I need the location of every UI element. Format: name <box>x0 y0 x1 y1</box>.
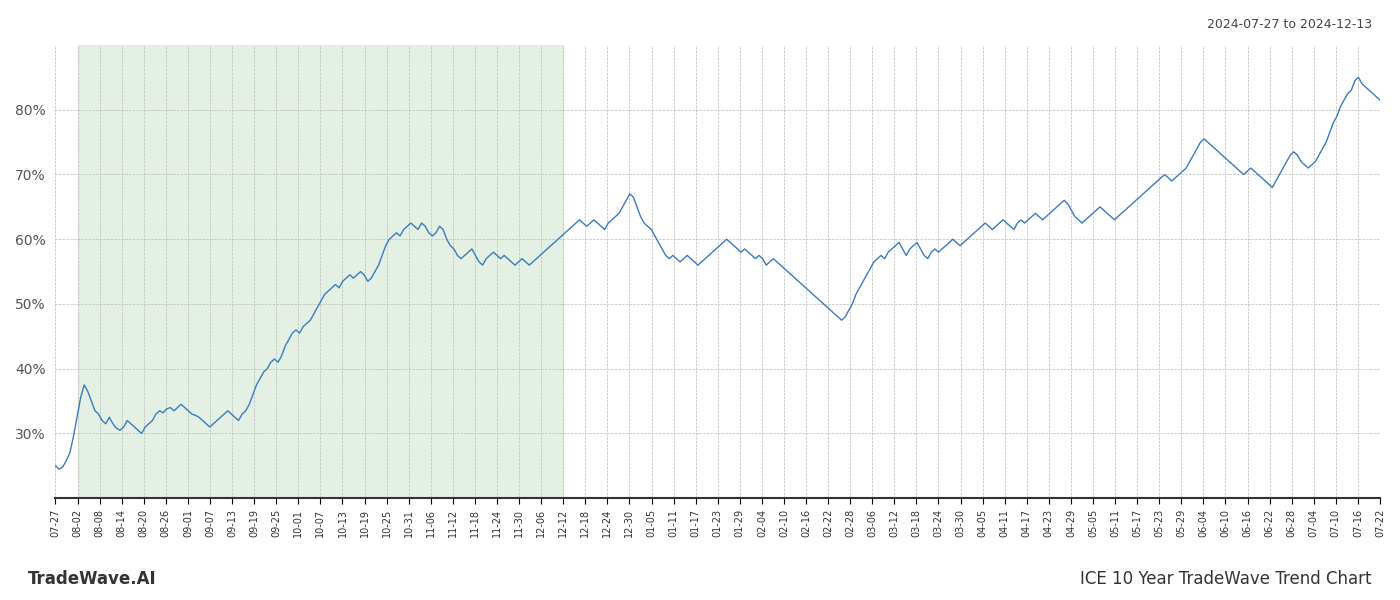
Text: 2024-07-27 to 2024-12-13: 2024-07-27 to 2024-12-13 <box>1207 18 1372 31</box>
Text: TradeWave.AI: TradeWave.AI <box>28 570 157 588</box>
Text: ICE 10 Year TradeWave Trend Chart: ICE 10 Year TradeWave Trend Chart <box>1081 570 1372 588</box>
Bar <box>77 45 563 498</box>
